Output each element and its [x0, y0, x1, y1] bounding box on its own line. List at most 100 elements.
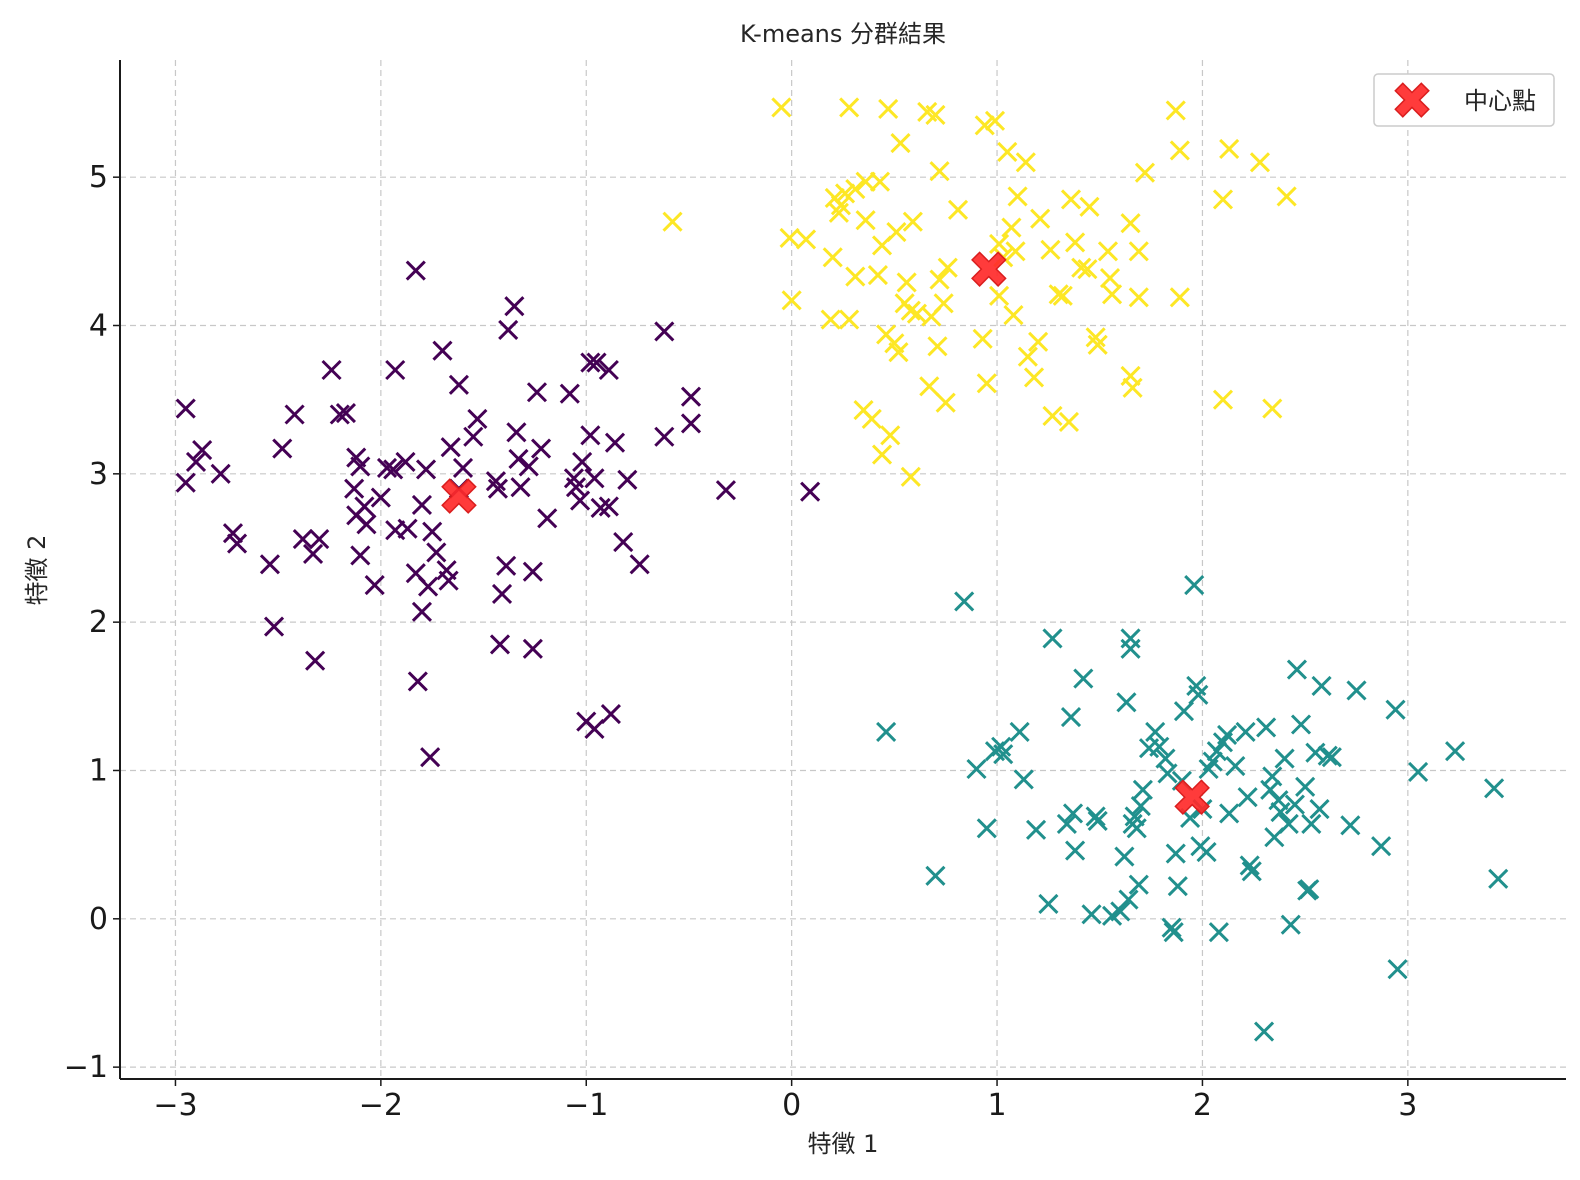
data-point-cluster-3	[989, 285, 1010, 306]
data-point-cluster-3	[839, 97, 860, 118]
data-point-cluster-3	[839, 309, 860, 330]
data-point-cluster-3	[1001, 217, 1022, 238]
data-point-cluster-2	[876, 721, 897, 742]
data-point-cluster-1	[522, 561, 543, 582]
data-point-cluster-2	[1065, 840, 1086, 861]
data-point-cluster-3	[1122, 377, 1143, 398]
data-point-cluster-2	[1284, 794, 1305, 815]
data-point-cluster-3	[1077, 259, 1098, 280]
data-point-cluster-1	[405, 260, 426, 281]
data-point-cluster-1	[272, 438, 293, 459]
data-point-cluster-1	[448, 374, 469, 395]
data-point-cluster-3	[989, 233, 1010, 254]
data-point-cluster-2	[1128, 874, 1149, 895]
data-point-cluster-1	[383, 459, 404, 480]
data-point-cluster-1	[185, 451, 207, 473]
data-point-cluster-1	[617, 469, 638, 490]
data-point-cluster-2	[1280, 914, 1301, 935]
data-point-cluster-3	[1097, 241, 1119, 262]
data-point-cluster-3	[1134, 162, 1155, 183]
data-point-cluster-2	[1161, 917, 1182, 938]
data-points	[175, 97, 1509, 1042]
data-point-cluster-1	[303, 543, 324, 564]
data-point-cluster-1	[395, 451, 416, 473]
data-point-cluster-2	[1081, 904, 1102, 925]
data-point-cluster-1	[335, 402, 356, 424]
data-point-cluster-2	[1286, 659, 1307, 680]
data-point-cluster-1	[263, 616, 285, 637]
data-point-cluster-1	[498, 319, 519, 341]
data-point-cluster-1	[613, 531, 634, 553]
data-point-cluster-1	[192, 440, 213, 461]
data-point-cluster-2	[1060, 707, 1082, 728]
data-point-cluster-2	[1387, 959, 1408, 980]
legend-marker-icon	[1394, 82, 1430, 118]
data-point-cluster-3	[1015, 152, 1036, 173]
data-point-cluster-3	[1058, 411, 1079, 432]
data-point-cluster-2	[1254, 1021, 1275, 1042]
data-point-cluster-1	[370, 487, 391, 508]
data-point-cluster-2	[1026, 819, 1047, 840]
data-point-cluster-2	[1299, 879, 1320, 900]
axes-spines	[119, 60, 1566, 1080]
data-point-cluster-3	[1007, 186, 1028, 207]
data-point-cluster-2	[991, 736, 1012, 757]
x-tick-label: 3	[1398, 1088, 1417, 1123]
data-point-cluster-3	[900, 466, 921, 487]
data-point-cluster-3	[927, 336, 948, 357]
data-point-cluster-2	[1346, 680, 1367, 701]
data-point-cluster-1	[356, 514, 377, 535]
data-point-cluster-3	[1276, 186, 1297, 207]
data-point-cluster-1	[407, 671, 428, 692]
data-point-cluster-1	[344, 478, 365, 499]
y-tick-label: 2	[89, 605, 108, 640]
data-point-cluster-2	[1262, 766, 1283, 787]
data-point-cluster-1	[222, 523, 244, 544]
data-point-cluster-3	[1085, 327, 1106, 348]
grid	[120, 60, 1566, 1079]
x-tick-label: −1	[564, 1088, 608, 1123]
data-point-cluster-3	[1249, 152, 1271, 173]
data-point-cluster-3	[1052, 285, 1073, 306]
data-point-cluster-2	[925, 865, 946, 886]
data-point-cluster-1	[598, 359, 619, 381]
data-point-cluster-3	[1060, 189, 1082, 210]
data-point-cluster-2	[1165, 843, 1186, 864]
data-point-cluster-2	[1013, 769, 1034, 790]
centroid-marker	[441, 478, 477, 514]
data-point-cluster-3	[1165, 100, 1186, 121]
data-point-cluster-1	[572, 451, 593, 473]
data-point-cluster-3	[855, 171, 876, 192]
data-point-cluster-1	[305, 650, 326, 671]
data-point-cluster-3	[972, 328, 993, 349]
data-point-cluster-3	[828, 202, 849, 223]
data-point-cluster-3	[1169, 287, 1190, 308]
data-point-cluster-2	[1110, 901, 1131, 922]
data-point-cluster-3	[976, 373, 997, 394]
data-point-cluster-2	[1445, 741, 1466, 762]
data-point-cluster-1	[463, 426, 484, 447]
data-point-cluster-1	[629, 554, 650, 575]
legend-label: 中心點	[1464, 87, 1536, 115]
data-point-cluster-1	[426, 542, 447, 563]
data-point-cluster-2	[1270, 801, 1291, 823]
data-point-cluster-3	[855, 210, 876, 231]
data-point-cluster-1	[309, 529, 330, 550]
data-point-cluster-1	[580, 425, 601, 446]
data-point-cluster-2	[1038, 893, 1059, 915]
centroid-marker	[1174, 779, 1210, 815]
data-point-cluster-1	[438, 570, 459, 591]
data-point-cluster-3	[834, 183, 856, 204]
data-point-cluster-1	[420, 747, 441, 768]
data-point-cluster-1	[487, 478, 508, 499]
data-point-cluster-3	[871, 444, 893, 465]
data-point-cluster-2	[1196, 842, 1217, 863]
data-point-cluster-3	[1099, 267, 1121, 289]
data-point-cluster-3	[1028, 331, 1049, 352]
data-point-cluster-1	[321, 359, 342, 381]
data-point-cluster-1	[506, 422, 527, 443]
data-point-cluster-1	[584, 468, 605, 489]
data-point-cluster-2	[1114, 846, 1135, 867]
data-point-cluster-3	[861, 408, 882, 430]
